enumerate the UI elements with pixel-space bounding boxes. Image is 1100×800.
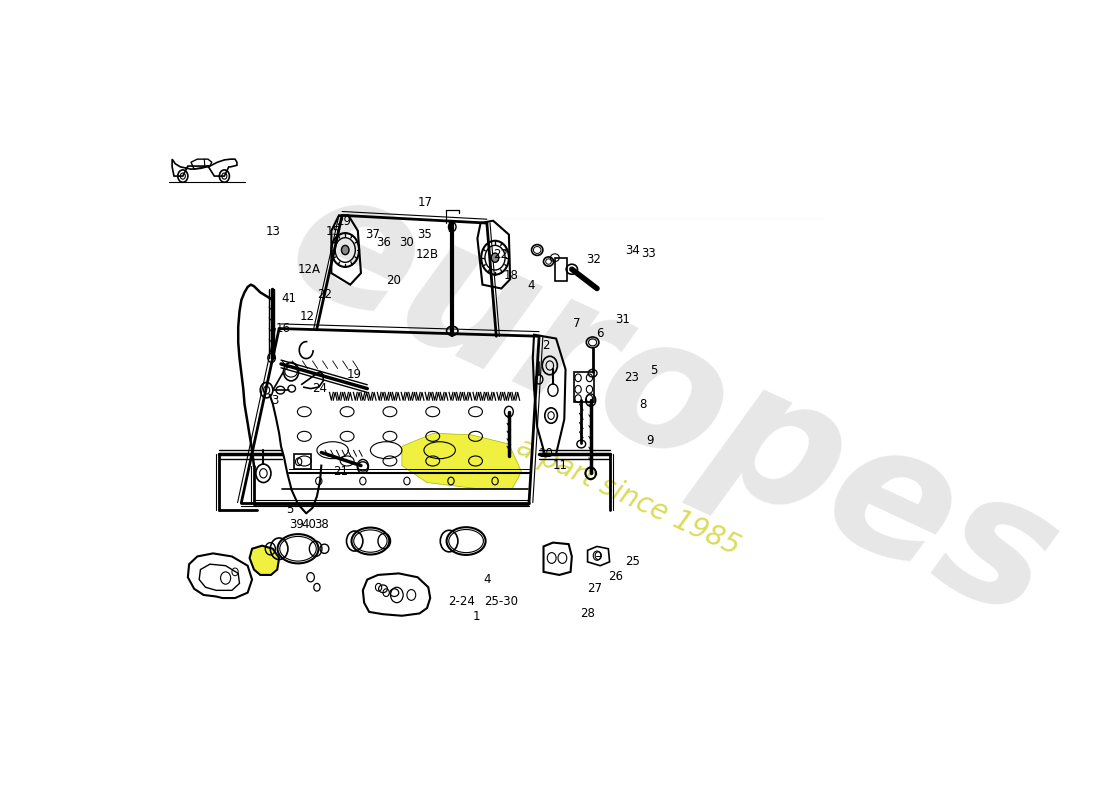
Polygon shape [402, 434, 521, 489]
Text: 40: 40 [301, 518, 317, 530]
Text: 25: 25 [625, 554, 640, 567]
Text: 28: 28 [580, 607, 595, 620]
Text: 16: 16 [275, 322, 290, 335]
Text: a part since 1985: a part since 1985 [513, 432, 745, 561]
Text: 17: 17 [417, 196, 432, 209]
Text: 34: 34 [625, 243, 640, 257]
Text: 22: 22 [317, 288, 332, 301]
Text: 37: 37 [365, 228, 381, 241]
Text: 32: 32 [585, 253, 601, 266]
Circle shape [492, 253, 498, 262]
Text: 21: 21 [333, 466, 348, 478]
Text: 11: 11 [552, 459, 568, 472]
Text: 5: 5 [286, 503, 294, 517]
Text: 39: 39 [289, 518, 305, 530]
Bar [294, 454, 311, 470]
Polygon shape [250, 546, 279, 575]
Text: 2-24: 2-24 [448, 594, 475, 608]
Text: 22: 22 [494, 249, 508, 262]
Text: 2: 2 [542, 339, 550, 352]
Text: 6: 6 [596, 326, 604, 340]
Text: 35: 35 [418, 228, 432, 241]
Text: europes: europes [263, 150, 1082, 658]
Text: 38: 38 [315, 518, 329, 530]
Bar [574, 372, 594, 402]
Text: 36: 36 [376, 236, 390, 249]
Text: 31: 31 [615, 313, 629, 326]
Text: 4: 4 [527, 279, 535, 292]
Text: 23: 23 [624, 371, 639, 384]
Text: 15: 15 [326, 225, 340, 238]
Circle shape [341, 246, 349, 254]
Text: 24: 24 [312, 382, 327, 395]
Text: 33: 33 [641, 246, 656, 259]
Text: 9: 9 [646, 434, 653, 447]
Text: 1: 1 [473, 610, 481, 623]
Text: 18: 18 [504, 270, 519, 282]
Text: 26: 26 [608, 570, 623, 583]
Text: 25-30: 25-30 [484, 594, 518, 608]
Text: 10: 10 [539, 446, 553, 460]
Text: 12A: 12A [298, 263, 321, 276]
Text: 8: 8 [639, 398, 647, 410]
Text: 7: 7 [573, 318, 581, 330]
Text: 19: 19 [346, 368, 362, 381]
Text: 20: 20 [386, 274, 402, 287]
Text: 13: 13 [266, 225, 280, 238]
Text: 12B: 12B [416, 249, 439, 262]
Text: 3: 3 [271, 394, 278, 407]
Text: 41: 41 [280, 291, 296, 305]
Text: 12: 12 [299, 310, 315, 323]
Bar [554, 258, 568, 281]
Text: 29: 29 [337, 214, 351, 227]
Text: 5: 5 [650, 364, 657, 377]
Text: 30: 30 [399, 236, 414, 249]
Text: 27: 27 [587, 582, 602, 595]
Text: 4: 4 [483, 573, 491, 586]
